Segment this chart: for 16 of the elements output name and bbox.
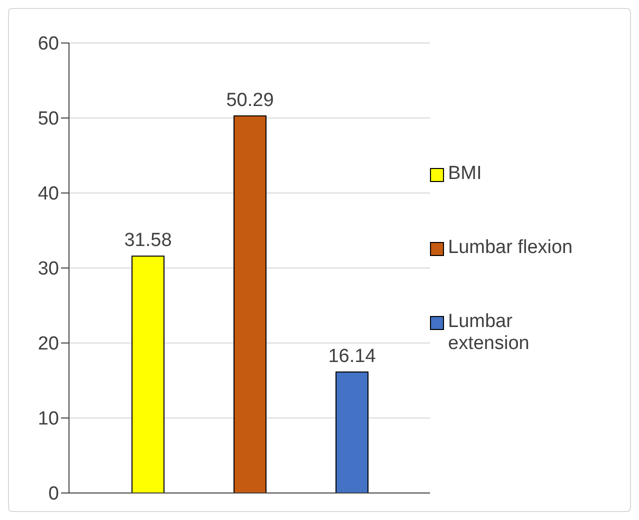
y-tick-label: 40 bbox=[38, 184, 59, 205]
data-label: 16.14 bbox=[328, 346, 376, 367]
y-tick-label: 30 bbox=[38, 258, 59, 280]
bar bbox=[234, 115, 266, 493]
legend-label: BMI bbox=[448, 163, 483, 185]
bar bbox=[132, 256, 164, 493]
legend-label: Lumbar flexion bbox=[448, 237, 574, 259]
data-label: 50.29 bbox=[226, 90, 274, 111]
bar bbox=[336, 371, 368, 493]
y-tick-label: 0 bbox=[48, 484, 59, 505]
y-tick-label: 10 bbox=[38, 408, 59, 430]
data-label: 31.58 bbox=[124, 230, 172, 252]
y-tick-label: 20 bbox=[38, 334, 59, 355]
y-tick-label: 50 bbox=[38, 108, 59, 130]
y-tick-label: 60 bbox=[38, 34, 59, 55]
legend-label: Lumbar extension bbox=[448, 311, 530, 355]
